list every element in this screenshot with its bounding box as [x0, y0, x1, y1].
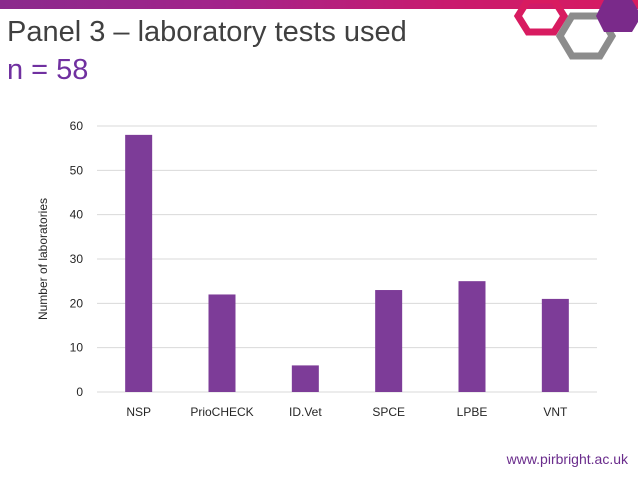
y-tick-label: 50	[70, 163, 84, 177]
x-tick-label: LPBE	[457, 405, 488, 419]
y-tick-label: 0	[76, 385, 83, 399]
y-axis-label: Number of laboratories	[36, 198, 50, 320]
x-tick-label: NSP	[126, 405, 151, 419]
hexagon-logo-decoration	[513, 0, 638, 60]
bar-id-vet	[291, 365, 319, 392]
y-tick-label: 10	[70, 341, 84, 355]
bar-spce	[375, 290, 403, 392]
bar-vnt	[541, 298, 569, 392]
x-tick-label: SPCE	[372, 405, 405, 419]
x-tick-label: VNT	[543, 405, 568, 419]
y-tick-label: 40	[70, 208, 84, 222]
bar-lpbe	[458, 281, 486, 392]
top-accent-bar	[0, 0, 638, 9]
x-tick-label: ID.Vet	[289, 405, 322, 419]
x-tick-label: PrioCHECK	[190, 405, 253, 419]
bars	[125, 134, 569, 392]
bar-nsp	[125, 134, 153, 392]
y-tick-label: 20	[70, 296, 84, 310]
y-tick-label: 60	[70, 119, 84, 133]
y-tick-labels: 0 10 20 30 40 50 60	[70, 119, 84, 399]
sample-size-label: n = 58	[7, 54, 89, 86]
y-tick-label: 30	[70, 252, 84, 266]
page-title: Panel 3 – laboratory tests used	[7, 16, 407, 48]
x-tick-labels: NSP PrioCHECK ID.Vet SPCE LPBE VNT	[126, 405, 568, 419]
gridlines	[97, 125, 597, 393]
footer-url: www.pirbright.ac.uk	[506, 451, 628, 467]
bar-priocheck	[208, 294, 236, 392]
